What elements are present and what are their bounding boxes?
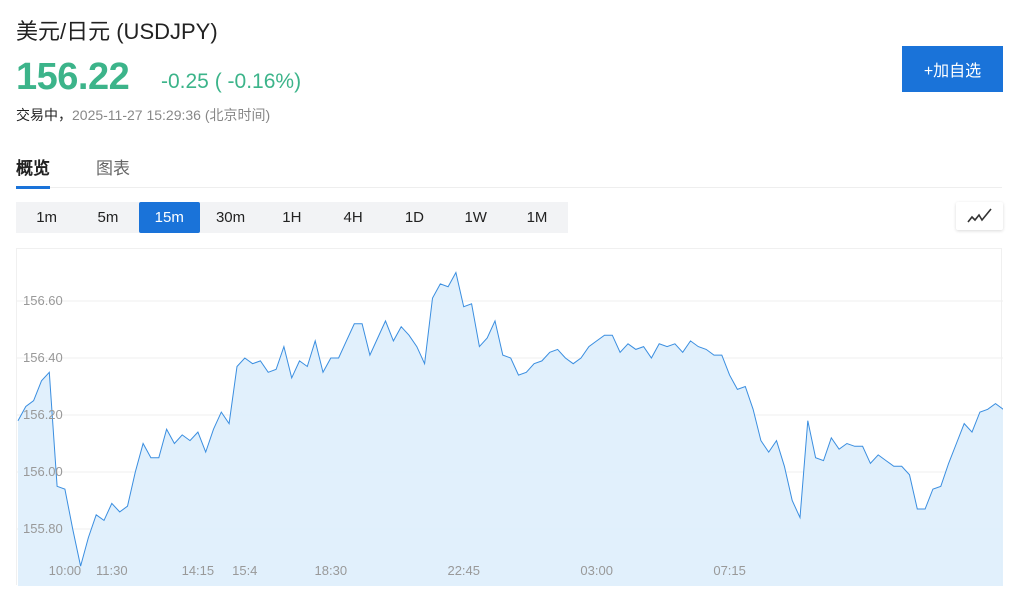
period-5m[interactable]: 5m [97,209,119,226]
period-1m[interactable]: 1m [36,209,58,226]
x-tick-label: 14:15 [181,563,215,578]
tab-overview[interactable]: 概览 [16,154,50,189]
x-tick-label: 18:30 [314,563,348,578]
price-line [17,271,1003,567]
timestamp: 2025-11-27 15:29:36 (北京时间) [72,107,271,123]
x-tick-label: 07:15 [713,563,746,578]
tab-bar: 概览 图表 [16,150,1002,189]
period-1w[interactable]: 1W [464,209,487,226]
x-tick-label: 03:00 [580,563,613,578]
period-15m[interactable]: 15m [138,202,200,233]
period-4h[interactable]: 4H [343,209,363,226]
y-tick-label: 155.80 [23,521,63,536]
price-change: -0.25 ( -0.16%) [161,70,302,93]
period-1d[interactable]: 1D [404,209,425,226]
x-tick-label: 22:45 [447,563,481,578]
y-tick-label: 156.60 [23,293,63,308]
chart-type-button[interactable] [956,202,1003,230]
x-tick-label: 11:30 [96,563,128,578]
price-chart[interactable]: 155.80 156.00 156.20 156.40 156.60 10:00 14:15… [16,248,1003,586]
trading-status: 交易中， [16,107,72,123]
line-chart-icon [966,208,992,223]
period-1h[interactable]: 1H [282,209,302,226]
y-tick-label: 156.20 [23,407,63,422]
area-fill [18,272,1003,586]
period-1m[interactable]: 1M [526,209,548,226]
current-price: 156.22 [16,56,130,98]
period-30m[interactable]: 30m [215,209,246,226]
chart-canvas [17,271,1003,586]
instrument-title: 美元/日元 (USDJPY) [16,19,218,44]
x-tick-label: 10:00 [48,563,82,578]
y-tick-label: 156.40 [23,350,63,365]
x-tick-label: 15:4 [232,563,258,578]
market-status: 交易中，2025-11-27 15:29:36 (北京时间) [16,105,270,125]
y-tick-label: 156.00 [23,464,63,479]
tab-chart[interactable]: 图表 [96,159,130,178]
add-to-watchlist-button[interactable]: +加自选 [902,46,1003,92]
period-selector: 1m 5m 15m 30m 1H 4H 1D 1W 1M [16,202,568,233]
